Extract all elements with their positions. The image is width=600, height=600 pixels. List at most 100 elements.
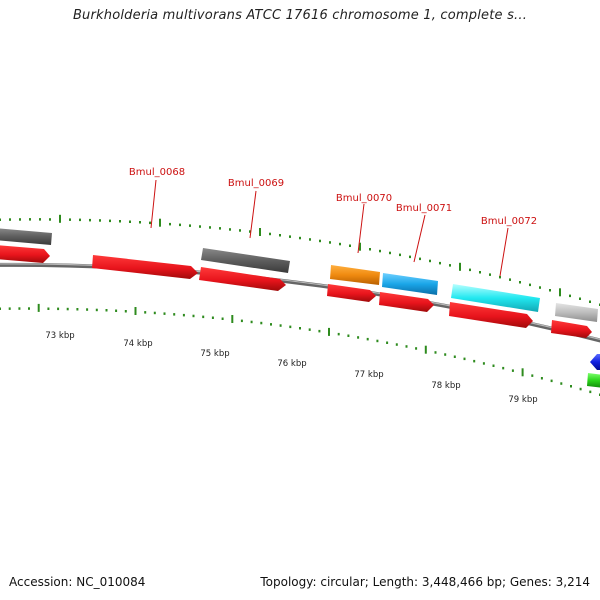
accession-label: Accession: NC_010084 <box>9 575 146 589</box>
outer-minor-tick <box>139 221 141 224</box>
outer-major-tick <box>559 288 561 297</box>
gene-label-bmul-0071[interactable]: Bmul_0071 <box>396 203 452 214</box>
outer-minor-tick <box>589 300 591 303</box>
inner-tick-ring <box>0 303 600 396</box>
scale-label-75: 75 kbp <box>200 349 229 359</box>
outer-minor-tick <box>569 294 571 298</box>
feature-lightgray-right[interactable] <box>555 303 598 322</box>
inner-minor-tick <box>550 379 553 383</box>
outer-major-tick <box>59 214 61 223</box>
inner-minor-tick <box>299 327 301 330</box>
gene-label-bmul-0072[interactable]: Bmul_0072 <box>481 216 537 227</box>
inner-minor-tick <box>202 315 205 319</box>
outer-minor-tick <box>429 259 431 263</box>
inner-minor-tick <box>95 308 98 312</box>
feature-red-bmul-0068[interactable] <box>92 255 198 279</box>
outer-minor-tick <box>129 220 131 223</box>
inner-minor-tick <box>18 307 21 310</box>
inner-minor-tick <box>482 362 485 365</box>
inner-minor-tick <box>115 309 118 312</box>
inner-minor-tick <box>211 316 214 319</box>
outer-minor-tick <box>549 289 551 292</box>
inner-minor-tick <box>337 332 340 336</box>
outer-minor-tick <box>489 273 491 276</box>
outer-minor-tick <box>439 261 441 265</box>
outer-major-tick <box>259 228 261 236</box>
inner-minor-tick <box>444 353 447 356</box>
outer-minor-tick <box>539 286 541 289</box>
leader-bmul-0071 <box>413 214 426 263</box>
outer-minor-tick <box>449 264 451 267</box>
feature-darkblue-edge[interactable] <box>590 354 600 370</box>
scale-label-74: 74 kbp <box>123 339 152 349</box>
outer-minor-tick <box>419 257 421 261</box>
feature-red-bmul-0070[interactable] <box>327 284 376 302</box>
outer-minor-tick <box>199 225 201 228</box>
inner-minor-tick <box>260 321 263 325</box>
outer-minor-tick <box>399 253 401 257</box>
outer-minor-tick <box>389 251 391 255</box>
inner-minor-tick <box>376 339 379 343</box>
feature-green-edge[interactable] <box>587 373 600 388</box>
feature-cyan-bmul-0072[interactable] <box>451 284 540 312</box>
outer-minor-tick <box>369 248 371 251</box>
inner-minor-tick <box>153 311 156 315</box>
inner-minor-tick <box>173 313 176 316</box>
outer-minor-tick <box>299 236 301 240</box>
outer-minor-tick <box>19 218 21 221</box>
feature-blue-bmul-0071[interactable] <box>382 273 438 295</box>
outer-minor-tick <box>289 235 291 238</box>
outer-major-tick <box>159 218 161 227</box>
outer-minor-tick <box>49 218 51 221</box>
outer-minor-tick <box>349 244 351 247</box>
gene-label-bmul-0070[interactable]: Bmul_0070 <box>336 193 392 204</box>
outer-minor-tick <box>9 218 11 221</box>
inner-minor-tick <box>76 308 79 311</box>
inner-minor-tick <box>570 385 572 388</box>
inner-minor-tick <box>8 307 11 310</box>
inner-minor-tick <box>66 307 69 311</box>
inner-major-tick <box>424 345 427 354</box>
outer-minor-tick <box>0 218 1 221</box>
leader-bmul-0070 <box>357 203 365 254</box>
inner-minor-tick <box>47 307 50 310</box>
feature-red-left[interactable] <box>0 245 50 263</box>
leader-bmul-0068 <box>150 179 157 229</box>
inner-major-tick <box>521 368 524 377</box>
inner-minor-tick <box>463 357 466 361</box>
inner-minor-tick <box>105 309 108 312</box>
feature-orange-bmul-0070[interactable] <box>330 265 380 285</box>
feature-gray-bmul-0069[interactable] <box>201 248 290 273</box>
feature-gray-left[interactable] <box>0 228 52 245</box>
map-title: Burkholderia multivorans ATCC 17616 chro… <box>72 8 528 23</box>
outer-minor-tick <box>519 281 521 284</box>
inner-minor-tick <box>502 366 505 370</box>
gene-label-bmul-0069[interactable]: Bmul_0069 <box>228 178 284 189</box>
scale-label-76: 76 kbp <box>277 359 306 369</box>
inner-minor-tick <box>279 324 282 327</box>
inner-minor-tick <box>540 377 543 380</box>
inner-minor-tick <box>308 328 311 331</box>
inner-minor-tick <box>405 345 408 348</box>
gene-label-bmul-0068[interactable]: Bmul_0068 <box>129 167 185 178</box>
inner-minor-tick <box>366 337 369 341</box>
outer-minor-tick <box>529 283 531 287</box>
inner-minor-tick <box>415 347 418 350</box>
outer-minor-tick <box>29 218 31 221</box>
outer-minor-tick <box>189 224 191 227</box>
inner-minor-tick <box>289 325 292 329</box>
outer-minor-tick <box>329 241 331 244</box>
inner-minor-tick <box>386 341 389 344</box>
inner-minor-tick <box>28 307 30 310</box>
feature-red-bmul-0069[interactable] <box>199 267 286 291</box>
outer-minor-tick <box>219 227 221 230</box>
feature-red-right[interactable] <box>551 320 592 338</box>
inner-major-tick <box>134 307 137 315</box>
feature-red-bmul-0071[interactable] <box>379 292 434 312</box>
feature-red-bmul-0072[interactable] <box>449 302 533 328</box>
inner-minor-tick <box>473 359 476 363</box>
outer-minor-tick <box>39 218 41 221</box>
scale-label-78: 78 kbp <box>431 381 460 391</box>
inner-minor-tick <box>221 317 224 320</box>
